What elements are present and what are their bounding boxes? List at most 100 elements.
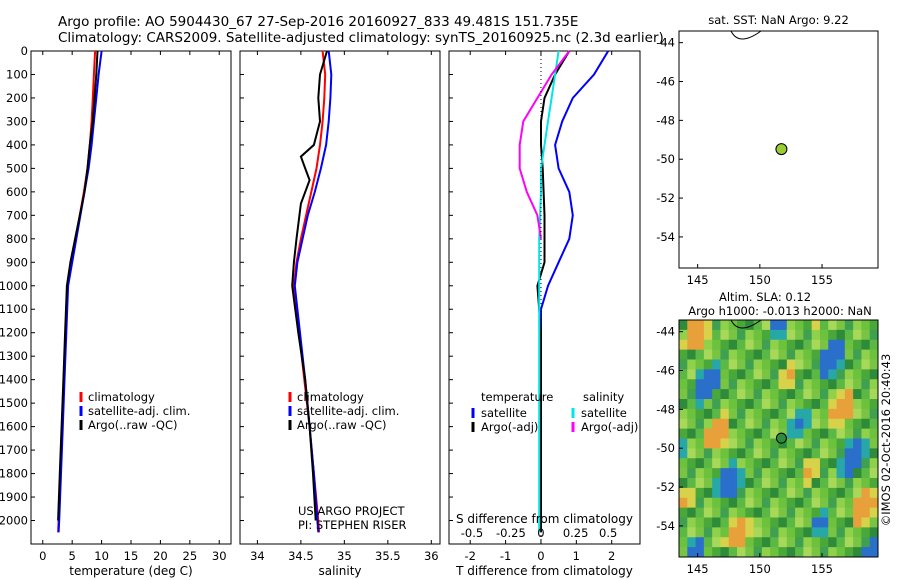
sla-cell [853,468,862,479]
sla-cell [761,418,771,430]
sla-cell [819,399,829,410]
temperature-ytick-label: 100 [6,67,28,81]
sla-cell [786,349,796,360]
sst_map-ytick-label: -46 [656,75,675,89]
sla-cell [720,389,730,400]
sla-cell [778,547,788,558]
sla-cell [844,487,854,499]
sla-cell [836,547,846,558]
sla-cell [811,399,821,410]
sla-cell [745,487,755,499]
sla-cell [803,507,813,518]
temperature-ytick-label: 2000 [0,514,28,528]
sla-cell [753,507,763,518]
sla-cell [795,438,804,449]
sla-cell [679,448,688,459]
sla-cell [745,359,755,370]
temperature-ytick-label: 200 [6,91,28,105]
sla-cell [679,468,688,479]
sla-cell [745,517,755,528]
temperature-legend-label: climatology [88,390,155,404]
sla-cell [695,517,705,528]
sla-cell [828,320,838,331]
sla-cell [844,448,854,459]
salinity-legend-label: climatology [297,390,364,404]
sla-cell [795,369,804,380]
sla-cell [786,339,796,351]
sla-cell [753,320,763,331]
sla-cell [869,438,879,449]
sla-cell [687,369,697,380]
sla-cell [795,379,804,390]
sla-cell [819,389,829,400]
sla-cell [703,497,713,509]
temperature-xtick-label: 10 [94,549,109,563]
sla-cell [737,517,746,528]
sla_map-xtick-label: 150 [749,562,771,576]
sla-cell [712,418,721,430]
sla-cell [811,389,821,400]
sla-cell [819,349,829,360]
sla-cell [819,517,829,528]
sla-cell [728,468,738,479]
sla-cell [844,320,854,331]
sla-cell [687,527,697,538]
sla-cell [679,478,688,489]
sla-cell [811,320,821,331]
sla-cell [836,428,846,439]
sla-cell [720,369,730,380]
sla-cell [861,428,871,439]
sla-cell [853,527,862,538]
sla-cell [703,320,713,331]
sla-cell [828,507,838,518]
sla-cell [737,389,746,400]
sla-cell [770,547,779,558]
sla-cell [737,458,746,469]
sla-cell [761,448,771,459]
differences-legend-header: salinity [583,390,624,404]
sla-cell [795,458,804,469]
sla-cell [761,408,771,420]
sla-cell [828,359,838,370]
temperature-ytick-label: 1200 [0,326,28,340]
sla-cell [786,320,796,331]
sla-cell [687,438,697,449]
sla-cell [853,359,862,370]
differences-xtick-label: 0 [537,549,544,563]
temperature-series-line-2 [57,50,99,521]
sla-cell [844,468,854,479]
sla-cell [720,418,730,430]
sla-cell [679,379,688,390]
sla-cell [778,517,788,528]
differences-series-line-3 [518,50,571,239]
sla-cell [819,537,829,548]
sla-cell [728,408,738,420]
sla-cell [745,527,755,538]
sla-cell [853,418,862,430]
sla-cell [819,547,829,558]
sla-cell [728,320,738,331]
sla-cell [819,468,829,479]
sla-cell [761,517,771,528]
sla-cell [745,428,755,439]
differences-series-line-1 [536,50,571,533]
sla-cell [728,438,738,449]
sla-cell [712,320,721,331]
temperature-xtick-label: 25 [183,549,198,563]
sla-cell [811,468,821,479]
sla-cell [770,379,779,390]
sla-cell [720,537,730,548]
sla-cell [737,497,746,509]
sla-cell [819,507,829,518]
sla_map-float-marker [775,432,787,444]
sla-cell [853,438,862,449]
sst_map-xtick-label: 150 [749,273,771,287]
sla-cell [679,349,688,360]
sla-cell [795,507,804,518]
sla-cell [770,399,779,410]
sla-cell [695,329,705,341]
sla-cell [828,527,838,538]
sla-cell [861,537,871,548]
sla-cell [811,487,821,499]
sla-cell [869,428,879,439]
